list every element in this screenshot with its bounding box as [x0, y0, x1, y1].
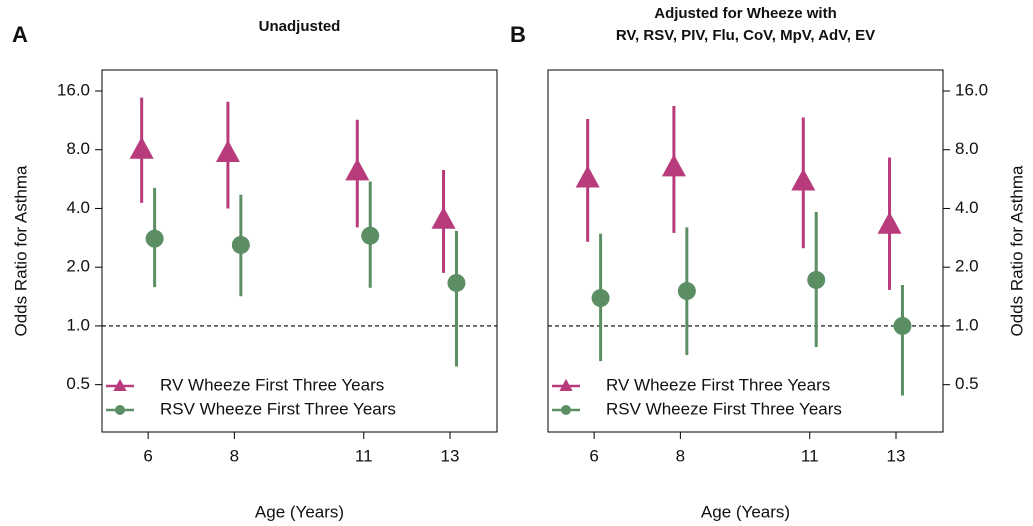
legend-marker: [113, 378, 127, 391]
y-tick-label: 8.0: [66, 139, 90, 158]
x-tick-label: 13: [887, 446, 906, 465]
data-point: [447, 273, 466, 292]
data-point: [231, 235, 250, 254]
data-point: [431, 206, 456, 229]
data-point: [807, 270, 826, 289]
legend-label: RV Wheeze First Three Years: [160, 375, 384, 394]
data-point: [215, 139, 240, 162]
y-tick-label: 0.5: [66, 374, 90, 393]
legend-label: RSV Wheeze First Three Years: [606, 399, 842, 418]
data-point: [345, 158, 370, 181]
x-axis-label: Age (Years): [701, 502, 790, 521]
legend-label: RV Wheeze First Three Years: [606, 375, 830, 394]
data-point: [877, 211, 902, 234]
x-tick-label: 6: [143, 446, 152, 465]
data-point: [361, 226, 380, 245]
x-tick-label: 13: [441, 446, 460, 465]
legend-marker: [559, 378, 573, 391]
y-tick-label: 0.5: [955, 374, 979, 393]
chart-title: Adjusted for Wheeze with: [654, 5, 837, 22]
data-point: [893, 316, 912, 335]
chart-title: Unadjusted: [259, 18, 341, 35]
x-tick-label: 8: [676, 446, 685, 465]
x-tick-label: 6: [589, 446, 598, 465]
y-tick-label: 2.0: [955, 257, 979, 276]
x-tick-label: 8: [230, 446, 239, 465]
data-point: [575, 165, 600, 188]
y-tick-label: 1.0: [66, 315, 90, 334]
y-tick-label: 8.0: [955, 139, 979, 158]
y-tick-label: 1.0: [955, 315, 979, 334]
x-axis-label: Age (Years): [255, 502, 344, 521]
y-axis-label: Odds Ratio for Asthma: [1007, 165, 1026, 337]
x-tick-label: 11: [355, 446, 373, 465]
data-point: [129, 136, 154, 159]
y-tick-label: 4.0: [955, 198, 979, 217]
legend-label: RSV Wheeze First Three Years: [160, 399, 396, 418]
panel-label: B: [510, 22, 526, 47]
data-point: [145, 229, 164, 248]
data-point: [591, 289, 610, 308]
x-tick-label: 11: [801, 446, 819, 465]
data-point: [661, 154, 686, 177]
y-tick-label: 2.0: [66, 257, 90, 276]
y-tick-label: 16.0: [57, 80, 90, 99]
legend-marker: [561, 405, 571, 415]
y-axis-label: Odds Ratio for Asthma: [11, 165, 30, 337]
y-tick-label: 16.0: [955, 80, 988, 99]
panel-label: A: [12, 22, 28, 47]
legend-marker: [115, 405, 125, 415]
chart-title: RV, RSV, PIV, Flu, CoV, MpV, AdV, EV: [616, 27, 875, 44]
y-tick-label: 4.0: [66, 198, 90, 217]
data-point: [677, 282, 696, 301]
data-point: [791, 168, 816, 191]
